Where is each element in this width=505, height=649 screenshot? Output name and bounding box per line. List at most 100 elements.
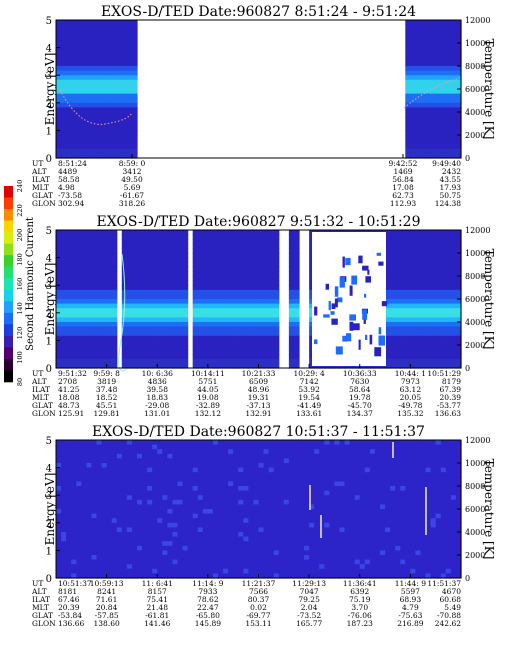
- spectrogram-cell: [293, 518, 300, 524]
- spectrogram-cell: [56, 303, 62, 309]
- spectrogram-cell: [329, 467, 336, 473]
- spectrogram-cell: [126, 522, 133, 528]
- spectrogram-cell: [329, 536, 336, 542]
- spectrogram-cell: [167, 545, 174, 551]
- orbit-row-label: ILAT: [32, 385, 50, 394]
- spectrogram-cell: [268, 317, 275, 323]
- spectrogram-cell: [187, 458, 194, 464]
- spectrogram-cell: [378, 261, 384, 266]
- spectrogram-cell: [400, 253, 406, 259]
- spectrogram-cell: [268, 513, 275, 519]
- spectrogram-cell: [61, 555, 67, 561]
- spectrogram-cell: [455, 349, 462, 355]
- spectrogram-cell: [111, 107, 118, 113]
- spectrogram-cell: [314, 522, 320, 528]
- spectrogram-cell: [293, 340, 300, 346]
- spectrogram-cell: [233, 486, 239, 492]
- spectrogram-cell: [390, 243, 396, 249]
- spectrogram-cell: [61, 326, 67, 332]
- spectrogram-cell: [440, 363, 447, 369]
- spectrogram-cell: [299, 568, 305, 574]
- spectrogram-cell: [334, 467, 341, 473]
- spectrogram-cell: [86, 522, 93, 528]
- spectrogram-cell: [81, 262, 87, 268]
- spectrogram-cell: [415, 349, 422, 355]
- spectrogram-cell: [96, 331, 103, 337]
- spectrogram-cell: [177, 449, 184, 455]
- spectrogram-cell: [71, 52, 77, 58]
- spectrogram-cell: [425, 70, 432, 76]
- spectrogram-cell: [223, 559, 229, 565]
- spectrogram-cell: [152, 285, 158, 291]
- spectrogram-cell: [263, 354, 270, 360]
- spectrogram-cell: [91, 84, 98, 90]
- spectrogram-cell: [202, 481, 209, 487]
- spectrogram-cell: [455, 47, 462, 53]
- spectrogram-cell: [273, 518, 280, 524]
- spectrogram-cell: [131, 139, 138, 145]
- spectrogram-cell: [131, 112, 138, 118]
- spectrogram-cell: [425, 61, 432, 67]
- spectrogram-cell: [86, 476, 93, 482]
- spectrogram-cell: [263, 444, 270, 450]
- spectrogram-cell: [228, 363, 234, 369]
- spectrogram-cell: [410, 56, 417, 62]
- spectrogram-cell: [228, 527, 234, 533]
- spectrogram-cell: [197, 499, 204, 505]
- spectrogram-cell: [137, 285, 143, 291]
- spectrogram-cell: [263, 532, 270, 538]
- orbit-value: 63.12: [400, 385, 422, 394]
- spectrogram-cell: [131, 472, 138, 478]
- spectrogram-cell: [182, 467, 189, 473]
- spectrogram-cell: [288, 363, 295, 369]
- spectrogram-cell: [61, 84, 67, 90]
- spectrogram-cell: [167, 467, 174, 473]
- spectrogram-cell: [243, 532, 249, 538]
- orbit-value: 5.69: [124, 183, 141, 192]
- spectrogram-cell: [309, 322, 315, 328]
- spectrogram-cell: [91, 312, 98, 318]
- spectrogram-cell: [101, 308, 108, 314]
- spectrogram-cell: [61, 541, 67, 547]
- spectrogram-cell: [445, 153, 452, 159]
- spectrogram-cell: [233, 550, 239, 556]
- spectrogram-cell: [339, 467, 346, 473]
- spectrogram-cell: [177, 239, 184, 245]
- spectrogram-cell: [420, 135, 427, 141]
- spectrogram-cell: [288, 230, 295, 236]
- spectrogram-cell: [425, 234, 432, 240]
- spectrogram-cell: [187, 568, 194, 574]
- spectrogram-cell: [56, 130, 62, 136]
- spectrogram-cell: [450, 52, 457, 58]
- spectrogram-cell: [172, 513, 179, 519]
- spectrogram-cell: [228, 504, 234, 510]
- spectrogram-cell: [293, 276, 300, 282]
- spectrogram-cell: [157, 326, 163, 332]
- spectrogram-cell: [243, 513, 249, 519]
- spectrogram-cell: [192, 532, 199, 538]
- spectrogram-cell: [91, 79, 98, 85]
- spectrogram-cell: [66, 308, 72, 314]
- spectrogram-cell: [202, 294, 209, 300]
- spectrogram-cell: [273, 262, 280, 268]
- spectrogram-cell: [111, 527, 118, 533]
- spectrogram-cell: [435, 43, 442, 49]
- spectrogram-cell: [263, 358, 270, 364]
- spectrogram-cell: [243, 481, 249, 487]
- spectrogram-cell: [126, 518, 133, 524]
- spectrogram-cell: [268, 472, 275, 478]
- spectrogram-cell: [339, 449, 346, 455]
- spectrogram-cell: [106, 354, 113, 360]
- spectrogram-cell: [126, 289, 133, 295]
- spectrogram-cell: [177, 458, 184, 464]
- spectrogram-cell: [324, 518, 330, 524]
- spectrogram-cell: [238, 536, 244, 542]
- spectrogram-cell: [253, 299, 260, 305]
- orbit-value: -49.78: [398, 401, 422, 410]
- spectrogram-cell: [167, 463, 174, 469]
- spectrogram-cell: [288, 513, 295, 519]
- spectrogram-cell: [131, 449, 138, 455]
- spectrogram-cell: [111, 568, 118, 574]
- spectrogram-cell: [258, 550, 265, 556]
- spectrogram-cell: [223, 326, 229, 332]
